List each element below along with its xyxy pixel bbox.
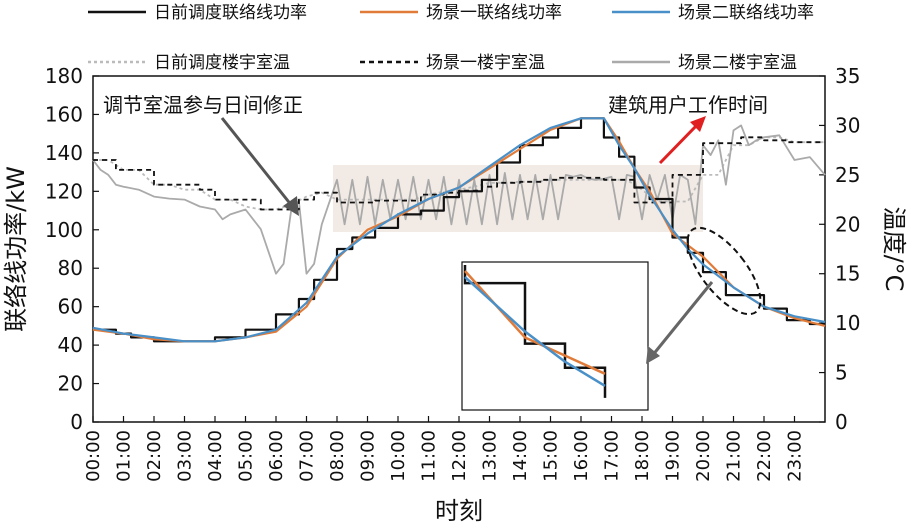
x-tick-label-3: 03:00 (175, 430, 196, 482)
y-left-tick-label-6: 120 (45, 179, 83, 203)
legend-label-5: 场景二楼宇室温 (678, 53, 797, 73)
y-left-tick-label-2: 40 (58, 333, 83, 357)
shaded-work-region-layer (333, 165, 703, 232)
x-tick-label-9: 09:00 (358, 430, 379, 482)
x-tick-label-10: 10:00 (388, 430, 409, 482)
x-tick-label-20: 20:00 (693, 430, 714, 482)
y-right-tick-label-0: 0 (835, 410, 848, 434)
series-line-3 (93, 136, 825, 211)
y-left-tick-label-1: 20 (58, 372, 83, 396)
x-tick-label-11: 11:00 (419, 430, 440, 482)
legend-label-4: 场景一楼宇室温 (426, 53, 545, 73)
series (92, 117, 826, 343)
y-left-tick-label-3: 60 (58, 295, 83, 319)
x-tick-label-2: 02:00 (144, 430, 165, 482)
x-tick-label-5: 05:00 (236, 430, 257, 482)
series-line-2 (92, 117, 826, 343)
x-tick-label-14: 14:00 (510, 430, 531, 482)
series-line-4 (93, 136, 825, 211)
x-tick-label-0: 00:00 (83, 430, 104, 482)
x-tick-label-6: 06:00 (266, 430, 287, 482)
y-left-tick-label-9: 180 (45, 64, 83, 88)
y-right-tick-label-4: 20 (835, 212, 860, 236)
x-tick-label-15: 15:00 (541, 430, 562, 482)
left-annotation-arrow-head (283, 196, 299, 216)
x-tick-label-12: 12:00 (449, 430, 470, 482)
ticks: 0 20 40 60 80 100 120 140 160 180 0 5 10 15 20 25 30 35 00… (45, 64, 861, 482)
zoom-arrow-head (646, 346, 660, 364)
y-left-tick-label-4: 80 (58, 256, 83, 280)
series-line-5 (92, 124, 826, 275)
x-tick-label-18: 18:00 (632, 430, 653, 482)
legend-label-0: 日前调度联络线功率 (154, 3, 307, 23)
x-tick-label-16: 16:00 (571, 430, 592, 482)
inset-series (463, 265, 607, 398)
y-left-tick-label-5: 100 (45, 218, 83, 242)
y-right-tick-label-5: 25 (835, 163, 860, 187)
annotations: 调节室温参与日间修正 建筑用户工作时间 (103, 93, 768, 364)
y-right-tick-label-1: 5 (835, 361, 848, 385)
annotation-right: 建筑用户工作时间 (608, 93, 768, 117)
zoom-inset (461, 261, 649, 411)
x-tick-label-1: 01:00 (114, 430, 135, 482)
inset-frame (461, 261, 649, 411)
y-left-tick-label-7: 140 (45, 141, 83, 165)
x-tick-label-23: 23:00 (785, 430, 806, 482)
zoom-arrow (650, 281, 714, 357)
annotation-left: 调节室温参与日间修正 (103, 93, 303, 117)
y-right-tick-label-2: 10 (835, 311, 860, 335)
x-axis-label: 时刻 (435, 497, 483, 525)
x-tick-label-13: 13:00 (480, 430, 501, 482)
x-tick-label-8: 08:00 (327, 430, 348, 482)
plot-frame (92, 75, 826, 423)
y-axis-right-label: 温度/°C (880, 207, 908, 292)
x-tick-label-22: 22:00 (754, 430, 775, 482)
y-right-tick-label-7: 35 (835, 64, 860, 88)
x-tick-label-17: 17:00 (602, 430, 623, 482)
legend-label-3: 日前调度楼宇室温 (154, 53, 290, 73)
y-right-tick-label-3: 15 (835, 262, 860, 286)
inset-series-line-2 (464, 276, 606, 387)
y-axis-left-label: 联络线功率/kW (2, 166, 30, 332)
left-annotation-arrow (220, 117, 294, 207)
legend-label-1: 场景一联络线功率 (426, 3, 562, 23)
axes (92, 75, 826, 423)
x-tick-label-19: 19:00 (663, 430, 684, 482)
right-annotation-arrow (658, 122, 700, 165)
y-left-tick-label-0: 0 (70, 410, 83, 434)
right-annotation-arrow-head (690, 116, 706, 132)
work-hours-shading (333, 165, 703, 232)
x-tick-label-21: 21:00 (724, 430, 745, 482)
zoom-ellipse (686, 226, 762, 316)
y-left-tick-label-8: 160 (45, 102, 83, 126)
x-tick-label-7: 07:00 (297, 430, 318, 482)
series-line-0 (93, 117, 825, 343)
y-right-tick-label-6: 30 (835, 113, 860, 137)
x-tick-label-4: 04:00 (205, 430, 226, 482)
legend-label-2: 场景二联络线功率 (678, 3, 814, 23)
